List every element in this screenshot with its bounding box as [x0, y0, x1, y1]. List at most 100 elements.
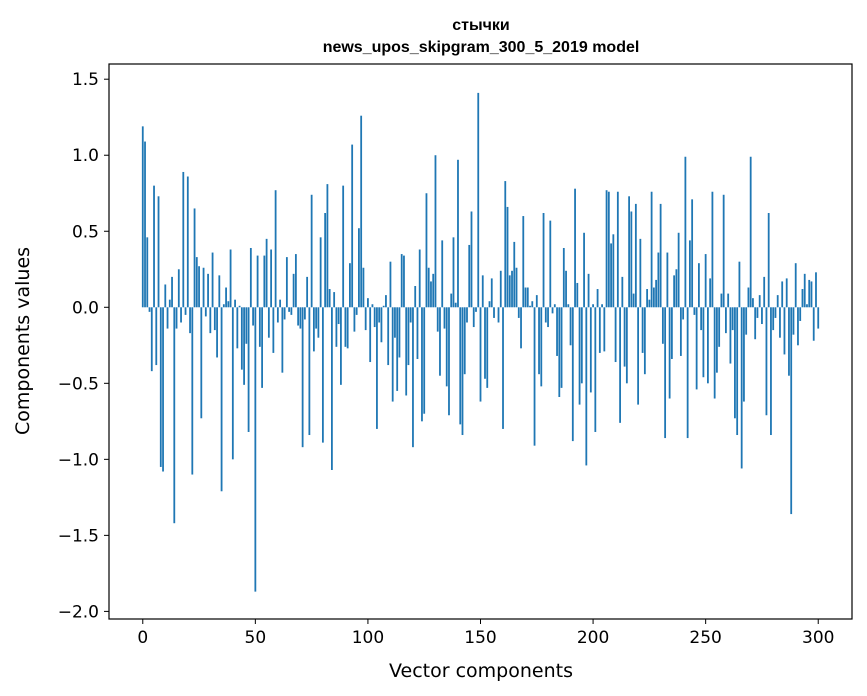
- bar: [274, 190, 277, 308]
- bar: [679, 307, 682, 356]
- x-tick-label: 50: [245, 628, 267, 648]
- bar: [761, 307, 763, 325]
- bar: [166, 307, 169, 329]
- bar: [177, 269, 180, 308]
- bar: [445, 307, 448, 387]
- bar: [565, 270, 567, 308]
- x-axis-ticks: 0 50 100 150 200 250 300: [137, 619, 834, 648]
- bar: [648, 299, 651, 308]
- bar: [218, 275, 221, 308]
- bar: [272, 307, 275, 353]
- bar: [292, 273, 295, 308]
- bar: [558, 307, 561, 397]
- bar: [720, 293, 723, 308]
- bar: [781, 281, 784, 308]
- bar: [391, 307, 394, 402]
- y-tick-label: −0.5: [58, 374, 99, 394]
- y-axis-label: Components values: [12, 247, 34, 435]
- bar: [740, 307, 743, 469]
- bar: [164, 284, 167, 308]
- bars-group: [141, 92, 820, 592]
- bar: [263, 255, 266, 308]
- bar: [799, 307, 802, 321]
- bar: [589, 307, 592, 393]
- bar: [405, 307, 408, 396]
- bar: [432, 273, 435, 308]
- bar: [718, 307, 721, 347]
- bar: [540, 307, 543, 387]
- bar: [738, 261, 741, 308]
- bar: [655, 279, 658, 308]
- bar: [592, 304, 594, 308]
- bar: [439, 307, 441, 376]
- bar: [693, 307, 696, 315]
- bar: [596, 289, 599, 308]
- bar: [285, 257, 288, 308]
- bar: [544, 307, 547, 323]
- bar: [625, 307, 628, 384]
- bar: [294, 254, 297, 308]
- bar: [657, 252, 660, 308]
- bar: [772, 307, 775, 331]
- bar: [297, 307, 300, 326]
- bar: [736, 307, 739, 436]
- bar: [204, 307, 207, 317]
- bar: [299, 307, 302, 329]
- bar: [643, 307, 646, 375]
- bar: [153, 185, 155, 308]
- bar: [457, 159, 459, 308]
- bar: [490, 278, 493, 308]
- bar: [434, 155, 437, 308]
- bar: [576, 282, 579, 308]
- bar: [475, 307, 477, 312]
- bar: [594, 307, 597, 432]
- bar: [472, 307, 475, 328]
- bar: [756, 307, 759, 318]
- bar: [551, 307, 554, 314]
- bar: [616, 191, 619, 308]
- bar: [308, 307, 311, 436]
- bar: [776, 295, 779, 308]
- bar: [585, 307, 588, 466]
- bar: [150, 307, 153, 372]
- x-tick-label: 100: [352, 628, 384, 648]
- bar: [369, 307, 372, 363]
- x-axis-label: Vector components: [389, 660, 573, 682]
- bar: [373, 307, 376, 328]
- bar: [182, 171, 185, 308]
- bar: [508, 275, 511, 308]
- bar: [306, 276, 309, 308]
- bar: [734, 307, 736, 419]
- bar: [427, 267, 430, 308]
- bar: [688, 240, 691, 308]
- bar: [220, 307, 223, 492]
- bar: [806, 304, 808, 308]
- bar: [265, 238, 268, 308]
- bar: [493, 307, 495, 318]
- bar: [779, 307, 781, 338]
- bar: [754, 307, 757, 340]
- bar: [141, 126, 144, 308]
- bar: [466, 307, 468, 323]
- bar: [331, 307, 333, 470]
- bar: [146, 237, 149, 308]
- bar: [727, 293, 730, 308]
- bar: [279, 299, 282, 308]
- bar: [758, 295, 761, 308]
- bar: [407, 307, 410, 366]
- bar: [790, 307, 793, 515]
- bar: [362, 267, 365, 308]
- bar: [531, 301, 534, 308]
- bar: [398, 307, 401, 358]
- bar: [173, 307, 176, 524]
- bar: [700, 307, 703, 331]
- bar: [159, 307, 162, 467]
- bar: [213, 307, 216, 331]
- bar: [506, 206, 509, 308]
- bar: [666, 252, 669, 308]
- bar: [459, 307, 462, 425]
- bar: [698, 263, 700, 308]
- bar: [211, 252, 214, 308]
- bar: [418, 249, 421, 308]
- bar: [749, 156, 752, 308]
